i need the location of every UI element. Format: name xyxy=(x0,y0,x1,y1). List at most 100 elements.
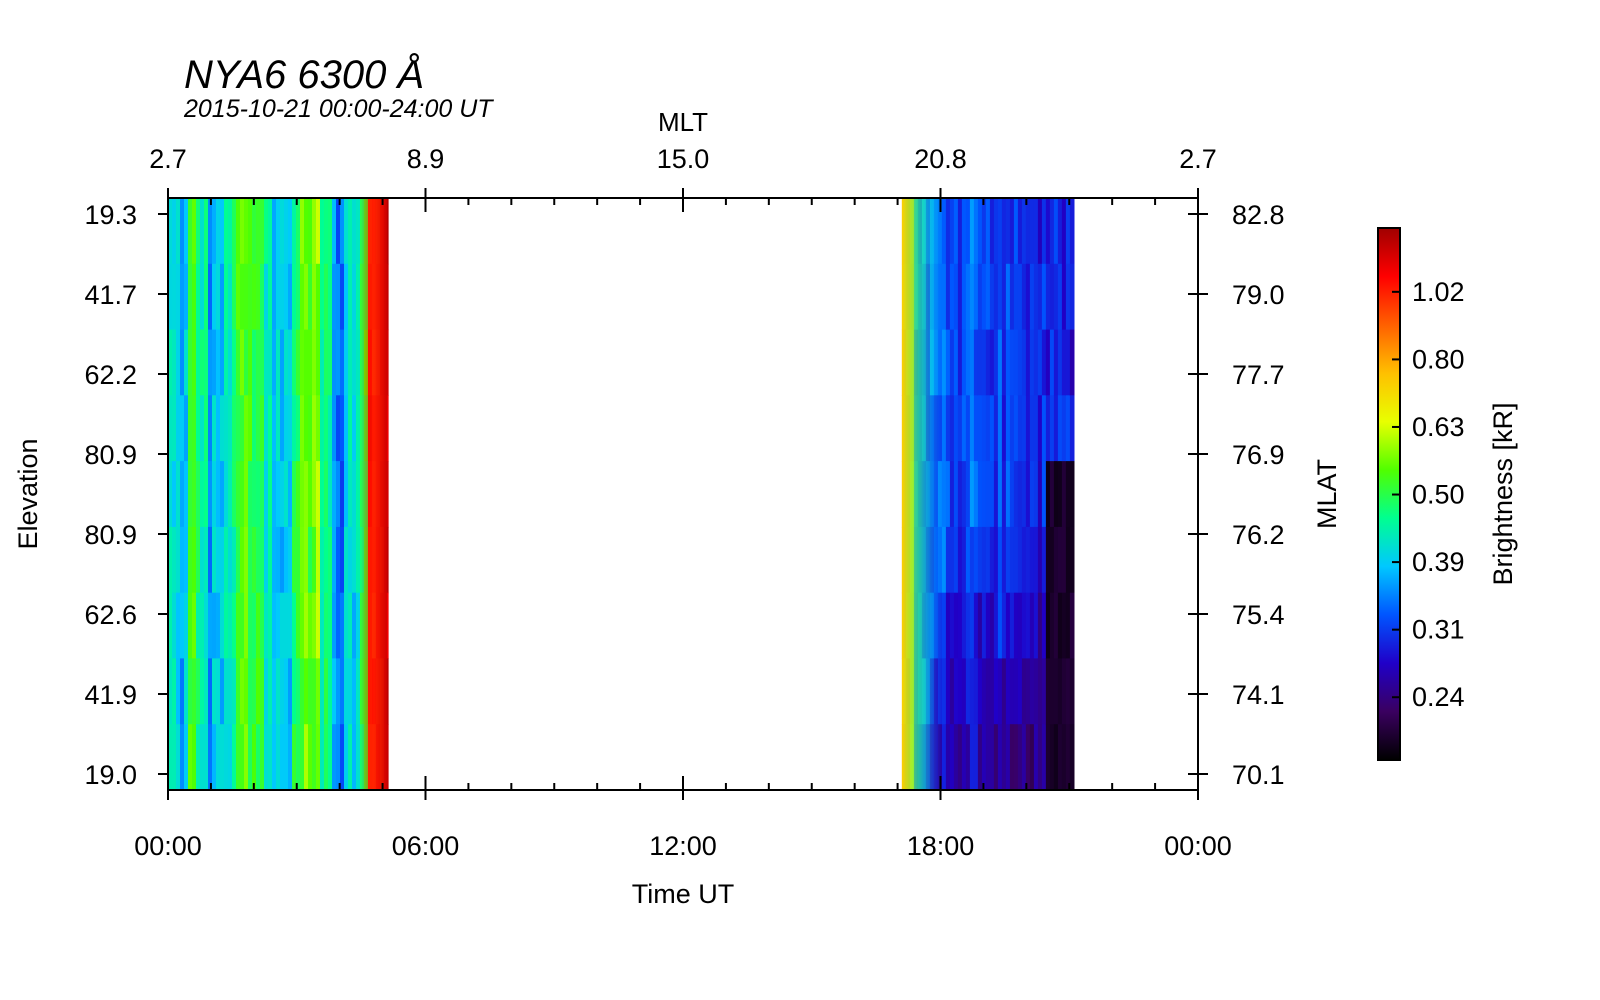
heatmap-cell xyxy=(941,263,947,331)
heatmap-cell xyxy=(196,658,201,725)
heatmap-cell xyxy=(1001,263,1007,331)
heatmap-cell xyxy=(232,724,237,791)
heatmap-cell xyxy=(1049,198,1055,265)
heatmap-cell xyxy=(304,395,309,462)
y-axis-label-left: Elevation xyxy=(13,438,43,549)
heatmap-cell xyxy=(312,526,317,594)
heatmap-cell xyxy=(176,592,181,660)
heatmap-cell xyxy=(244,526,249,594)
heatmap-cell xyxy=(981,526,987,594)
colorbar-tick-label: 0.50 xyxy=(1412,480,1465,510)
heatmap-cell xyxy=(280,658,285,725)
heatmap-cell xyxy=(997,526,1003,594)
heatmap-cell xyxy=(340,526,345,594)
heatmap-cell xyxy=(192,526,197,594)
heatmap-cell xyxy=(1009,329,1015,396)
heatmap-cell xyxy=(328,592,333,660)
heatmap-cell xyxy=(356,263,361,331)
heatmap-cell xyxy=(228,592,233,660)
heatmap-cell xyxy=(989,526,995,594)
heatmap-cell xyxy=(168,198,173,265)
heatmap-cell xyxy=(288,526,293,594)
heatmap-cell xyxy=(216,263,221,331)
heatmap-cell xyxy=(1049,724,1055,791)
heatmap-cell xyxy=(188,724,193,791)
heatmap-cell xyxy=(276,395,281,462)
heatmap-cell xyxy=(232,395,237,462)
heatmap-cell xyxy=(320,526,325,594)
heatmap-cell xyxy=(1025,198,1031,265)
heatmap-cell xyxy=(332,526,337,594)
heatmap-cell xyxy=(288,263,293,331)
heatmap-cell xyxy=(961,198,967,265)
heatmap-cell xyxy=(244,263,249,331)
heatmap-cell xyxy=(356,724,361,791)
heatmap-cell xyxy=(1057,526,1063,594)
heatmap-cell xyxy=(168,461,173,528)
heatmap-cell xyxy=(1033,263,1039,331)
heatmap-cell xyxy=(284,658,289,725)
heatmap-cell xyxy=(993,329,999,396)
heatmap-cell xyxy=(336,526,341,594)
heatmap-cell xyxy=(945,263,951,331)
heatmap-cell xyxy=(260,198,265,265)
heatmap-cell xyxy=(356,592,361,660)
heatmap-cell xyxy=(184,263,189,331)
x-tick-label: 12:00 xyxy=(649,831,717,861)
heatmap-cell xyxy=(328,724,333,791)
heatmap-cell xyxy=(316,724,321,791)
heatmap-cell xyxy=(961,526,967,594)
heatmap-cell xyxy=(184,198,189,265)
heatmap-cell xyxy=(981,263,987,331)
heatmap-cell xyxy=(256,329,261,396)
heatmap-cell xyxy=(316,329,321,396)
heatmap-cell xyxy=(300,526,305,594)
heatmap-cell xyxy=(196,198,201,265)
data-interval-1 xyxy=(168,198,389,791)
heatmap-cell xyxy=(304,658,309,725)
heatmap-cell xyxy=(204,658,209,725)
heatmap-cell xyxy=(1069,592,1075,660)
heatmap-cell xyxy=(1065,329,1071,396)
left-tick-label: 62.6 xyxy=(84,600,137,630)
heatmap-cell xyxy=(216,395,221,462)
heatmap-cell xyxy=(981,198,987,265)
heatmap-cell xyxy=(997,592,1003,660)
heatmap-cell xyxy=(168,592,173,660)
heatmap-cell xyxy=(264,461,269,528)
heatmap-cell xyxy=(977,724,983,791)
heatmap-cell xyxy=(356,461,361,528)
heatmap-cell xyxy=(328,395,333,462)
heatmap-cell xyxy=(1005,461,1011,528)
heatmap-cell xyxy=(268,724,273,791)
heatmap-cell xyxy=(989,592,995,660)
heatmap-cell xyxy=(961,329,967,396)
heatmap-cell xyxy=(993,461,999,528)
heatmap-cell xyxy=(993,395,999,462)
heatmap-cell xyxy=(969,592,975,660)
heatmap-cell xyxy=(344,724,349,791)
heatmap-cell xyxy=(977,461,983,528)
heatmap-cell xyxy=(288,329,293,396)
heatmap-cell xyxy=(973,658,979,725)
heatmap-cell xyxy=(1053,263,1059,331)
dawn-edge-glow xyxy=(360,198,387,790)
heatmap-cell xyxy=(1001,658,1007,725)
heatmap-cell xyxy=(216,198,221,265)
heatmap-cell xyxy=(977,526,983,594)
heatmap-cell xyxy=(252,395,257,462)
heatmap-cell xyxy=(200,658,205,725)
heatmap-cell xyxy=(324,724,329,791)
heatmap-cell xyxy=(977,263,983,331)
heatmap-cell xyxy=(276,724,281,791)
heatmap-cell xyxy=(1053,461,1059,528)
heatmap-cell xyxy=(1065,395,1071,462)
heatmap-cell xyxy=(1057,198,1063,265)
heatmap-cell xyxy=(1021,198,1027,265)
heatmap-cell xyxy=(941,526,947,594)
heatmap-cell xyxy=(220,724,225,791)
heatmap-cell xyxy=(985,198,991,265)
heatmap-cell xyxy=(316,395,321,462)
heatmap-cell xyxy=(180,329,185,396)
heatmap-cell xyxy=(272,526,277,594)
